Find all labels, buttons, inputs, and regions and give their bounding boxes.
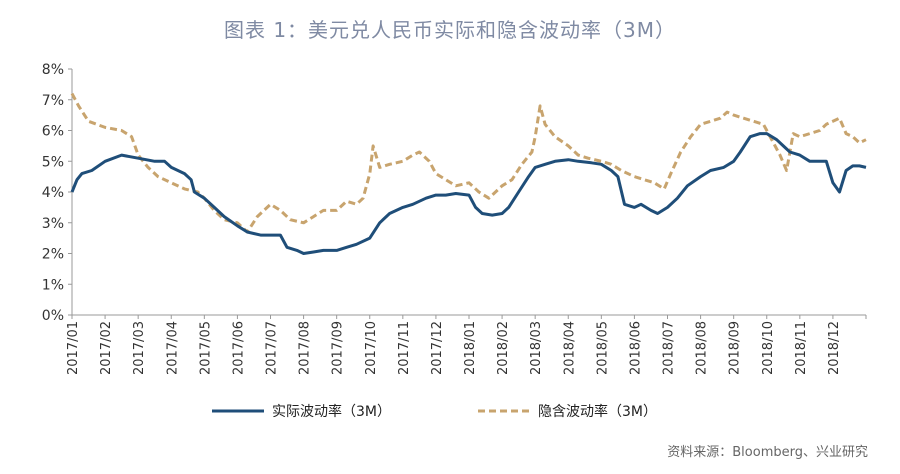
x-tick-label: 2018/12 bbox=[827, 321, 842, 375]
x-tick-label: 2017/09 bbox=[331, 321, 346, 375]
y-tick-label: 3% bbox=[42, 216, 64, 232]
x-tick-label: 2018/03 bbox=[529, 321, 544, 375]
x-tick-label: 2017/01 bbox=[66, 321, 81, 375]
source-note: 资料来源：Bloomberg、兴业研究 bbox=[667, 445, 868, 460]
series-line-implied bbox=[70, 92, 867, 234]
x-tick-label: 2017/04 bbox=[165, 321, 180, 375]
x-tick-label: 2018/08 bbox=[695, 321, 710, 375]
y-tick-label: 2% bbox=[42, 247, 64, 263]
x-tick-label: 2017/03 bbox=[132, 321, 147, 375]
x-tick-label: 2018/07 bbox=[662, 321, 677, 375]
x-tick-label: 2017/08 bbox=[298, 321, 313, 375]
legend-implied-label: 隐含波动率（3M） bbox=[538, 403, 657, 420]
y-tick-label: 0% bbox=[42, 308, 64, 324]
x-tick-label: 2017/12 bbox=[430, 321, 445, 375]
y-tick-label: 7% bbox=[42, 93, 64, 109]
x-tick-label: 2018/01 bbox=[463, 321, 478, 375]
x-tick-label: 2017/05 bbox=[198, 321, 213, 375]
chart-title: 图表 1：美元兑人民币实际和隐含波动率（3M） bbox=[223, 18, 677, 42]
y-tick-label: 1% bbox=[42, 277, 64, 293]
x-tick-label: 2017/10 bbox=[364, 321, 379, 375]
x-tick-label: 2018/02 bbox=[496, 321, 511, 375]
x-tick-label: 2018/10 bbox=[761, 321, 776, 375]
y-tick-label: 4% bbox=[42, 185, 64, 201]
y-tick-label: 6% bbox=[42, 124, 64, 140]
x-tick-label: 2017/11 bbox=[397, 321, 412, 375]
x-tick-label: 2018/09 bbox=[728, 321, 743, 375]
x-tick-label: 2018/06 bbox=[628, 321, 643, 375]
y-tick-label: 8% bbox=[42, 62, 64, 78]
x-tick-label: 2017/06 bbox=[231, 321, 246, 375]
x-tick-label: 2018/04 bbox=[562, 321, 577, 375]
y-tick-label: 5% bbox=[42, 154, 64, 170]
series-line-actual bbox=[70, 132, 867, 255]
x-tick-label: 2017/07 bbox=[265, 321, 280, 375]
legend-actual-label: 实际波动率（3M） bbox=[272, 403, 391, 420]
x-tick-label: 2018/11 bbox=[794, 321, 809, 375]
x-tick-label: 2017/02 bbox=[99, 321, 114, 375]
x-tick-label: 2018/05 bbox=[595, 321, 610, 375]
